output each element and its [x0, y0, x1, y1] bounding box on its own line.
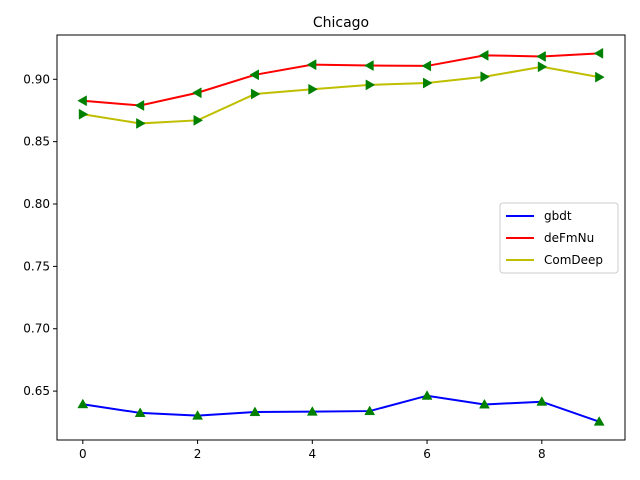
y-tick-label: 0.85 — [23, 135, 50, 149]
x-tick-label: 4 — [308, 447, 316, 461]
data-point-deFmNu — [134, 100, 145, 111]
x-axis: 0 2 4 6 8 — [79, 440, 546, 461]
data-point-gbdt — [364, 405, 376, 416]
y-axis: 0.65 0.70 0.75 0.80 0.85 0.90 — [23, 72, 57, 398]
series-line-gbdt — [82, 394, 600, 423]
data-point-deFmNu — [306, 59, 317, 71]
data-point-gbdt — [306, 406, 318, 416]
data-point-gbdt — [593, 416, 605, 426]
data-point-deFmNu — [478, 49, 489, 61]
x-tick-label: 2 — [194, 447, 202, 461]
data-point-deFmNu — [421, 60, 432, 72]
legend: gbdt deFmNu ComDeep — [499, 202, 619, 274]
x-tick-label: 6 — [423, 447, 431, 461]
y-tick-label: 0.75 — [23, 259, 50, 273]
series-line-deFmNu — [82, 52, 600, 107]
y-tick-label: 0.80 — [23, 197, 50, 211]
data-point-gbdt — [479, 398, 490, 409]
data-point-gbdt — [192, 410, 203, 420]
plot-markers — [77, 47, 605, 426]
data-point-ComDeep — [365, 79, 376, 91]
data-point-deFmNu — [364, 60, 374, 71]
data-point-gbdt — [249, 406, 261, 417]
data-point-gbdt — [536, 396, 548, 406]
axes-frame — [56, 34, 626, 441]
data-point-gbdt — [134, 407, 146, 417]
data-point-ComDeep — [78, 108, 89, 120]
data-point-deFmNu — [77, 95, 87, 107]
data-point-gbdt — [421, 390, 433, 400]
plot-lines — [82, 52, 600, 423]
y-tick-label: 0.90 — [23, 72, 50, 86]
data-point-deFmNu — [192, 87, 202, 99]
legend-box — [499, 202, 619, 274]
data-point-ComDeep — [423, 77, 433, 89]
data-point-ComDeep — [193, 114, 204, 126]
legend-label-ComDeep: ComDeep — [544, 253, 603, 267]
data-point-ComDeep — [480, 71, 490, 83]
data-point-deFmNu — [536, 51, 546, 62]
data-point-deFmNu — [593, 47, 604, 59]
data-point-ComDeep — [136, 118, 146, 129]
x-tick-label: 0 — [79, 447, 87, 461]
y-tick-label: 0.65 — [23, 384, 50, 398]
data-point-ComDeep — [595, 71, 605, 83]
chart-title: Chicago — [313, 15, 369, 31]
data-point-ComDeep — [308, 83, 318, 95]
legend-label-gbdt: gbdt — [544, 209, 572, 223]
data-point-ComDeep — [250, 88, 261, 100]
data-point-ComDeep — [537, 61, 548, 73]
data-point-gbdt — [77, 398, 89, 409]
legend-label-deFmNu: deFmNu — [544, 231, 594, 245]
x-tick-label: 8 — [538, 447, 546, 461]
data-point-deFmNu — [249, 69, 259, 81]
series-line-ComDeep — [82, 65, 600, 125]
y-tick-label: 0.70 — [23, 322, 50, 336]
